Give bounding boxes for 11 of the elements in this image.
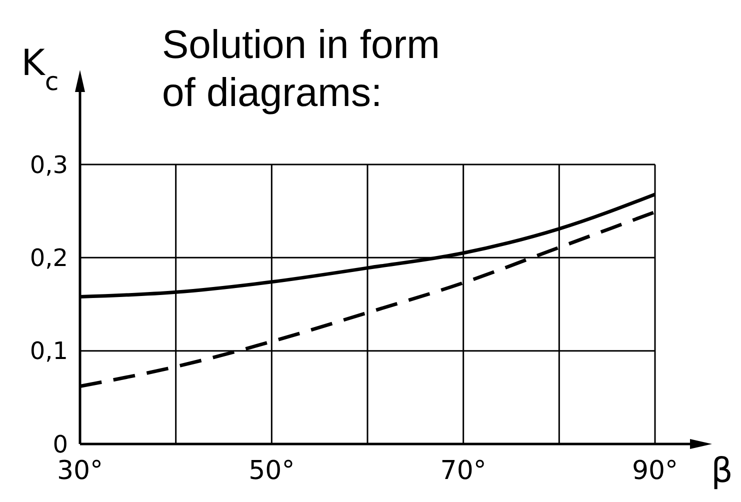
y-tick-label: 0,3 xyxy=(30,150,68,179)
y-tick-label: 0 xyxy=(52,430,68,458)
x-tick-label: 90° xyxy=(632,456,678,486)
x-tick-label: 70° xyxy=(440,456,486,486)
y-tick-label: 0,2 xyxy=(30,244,68,272)
x-tick-label: 50° xyxy=(248,456,295,486)
y-tick-label: 0,1 xyxy=(30,337,68,366)
x-axis-title: β xyxy=(711,451,733,491)
x-tick-label: 30° xyxy=(56,456,104,486)
y-axis-title: K$_{c}$ xyxy=(21,43,59,96)
chart-title: Solution in form of diagrams: xyxy=(162,23,440,115)
